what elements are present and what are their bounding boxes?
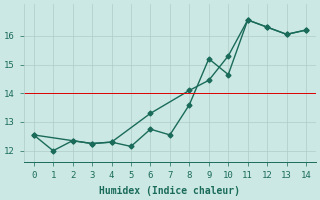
X-axis label: Humidex (Indice chaleur): Humidex (Indice chaleur) (100, 186, 240, 196)
